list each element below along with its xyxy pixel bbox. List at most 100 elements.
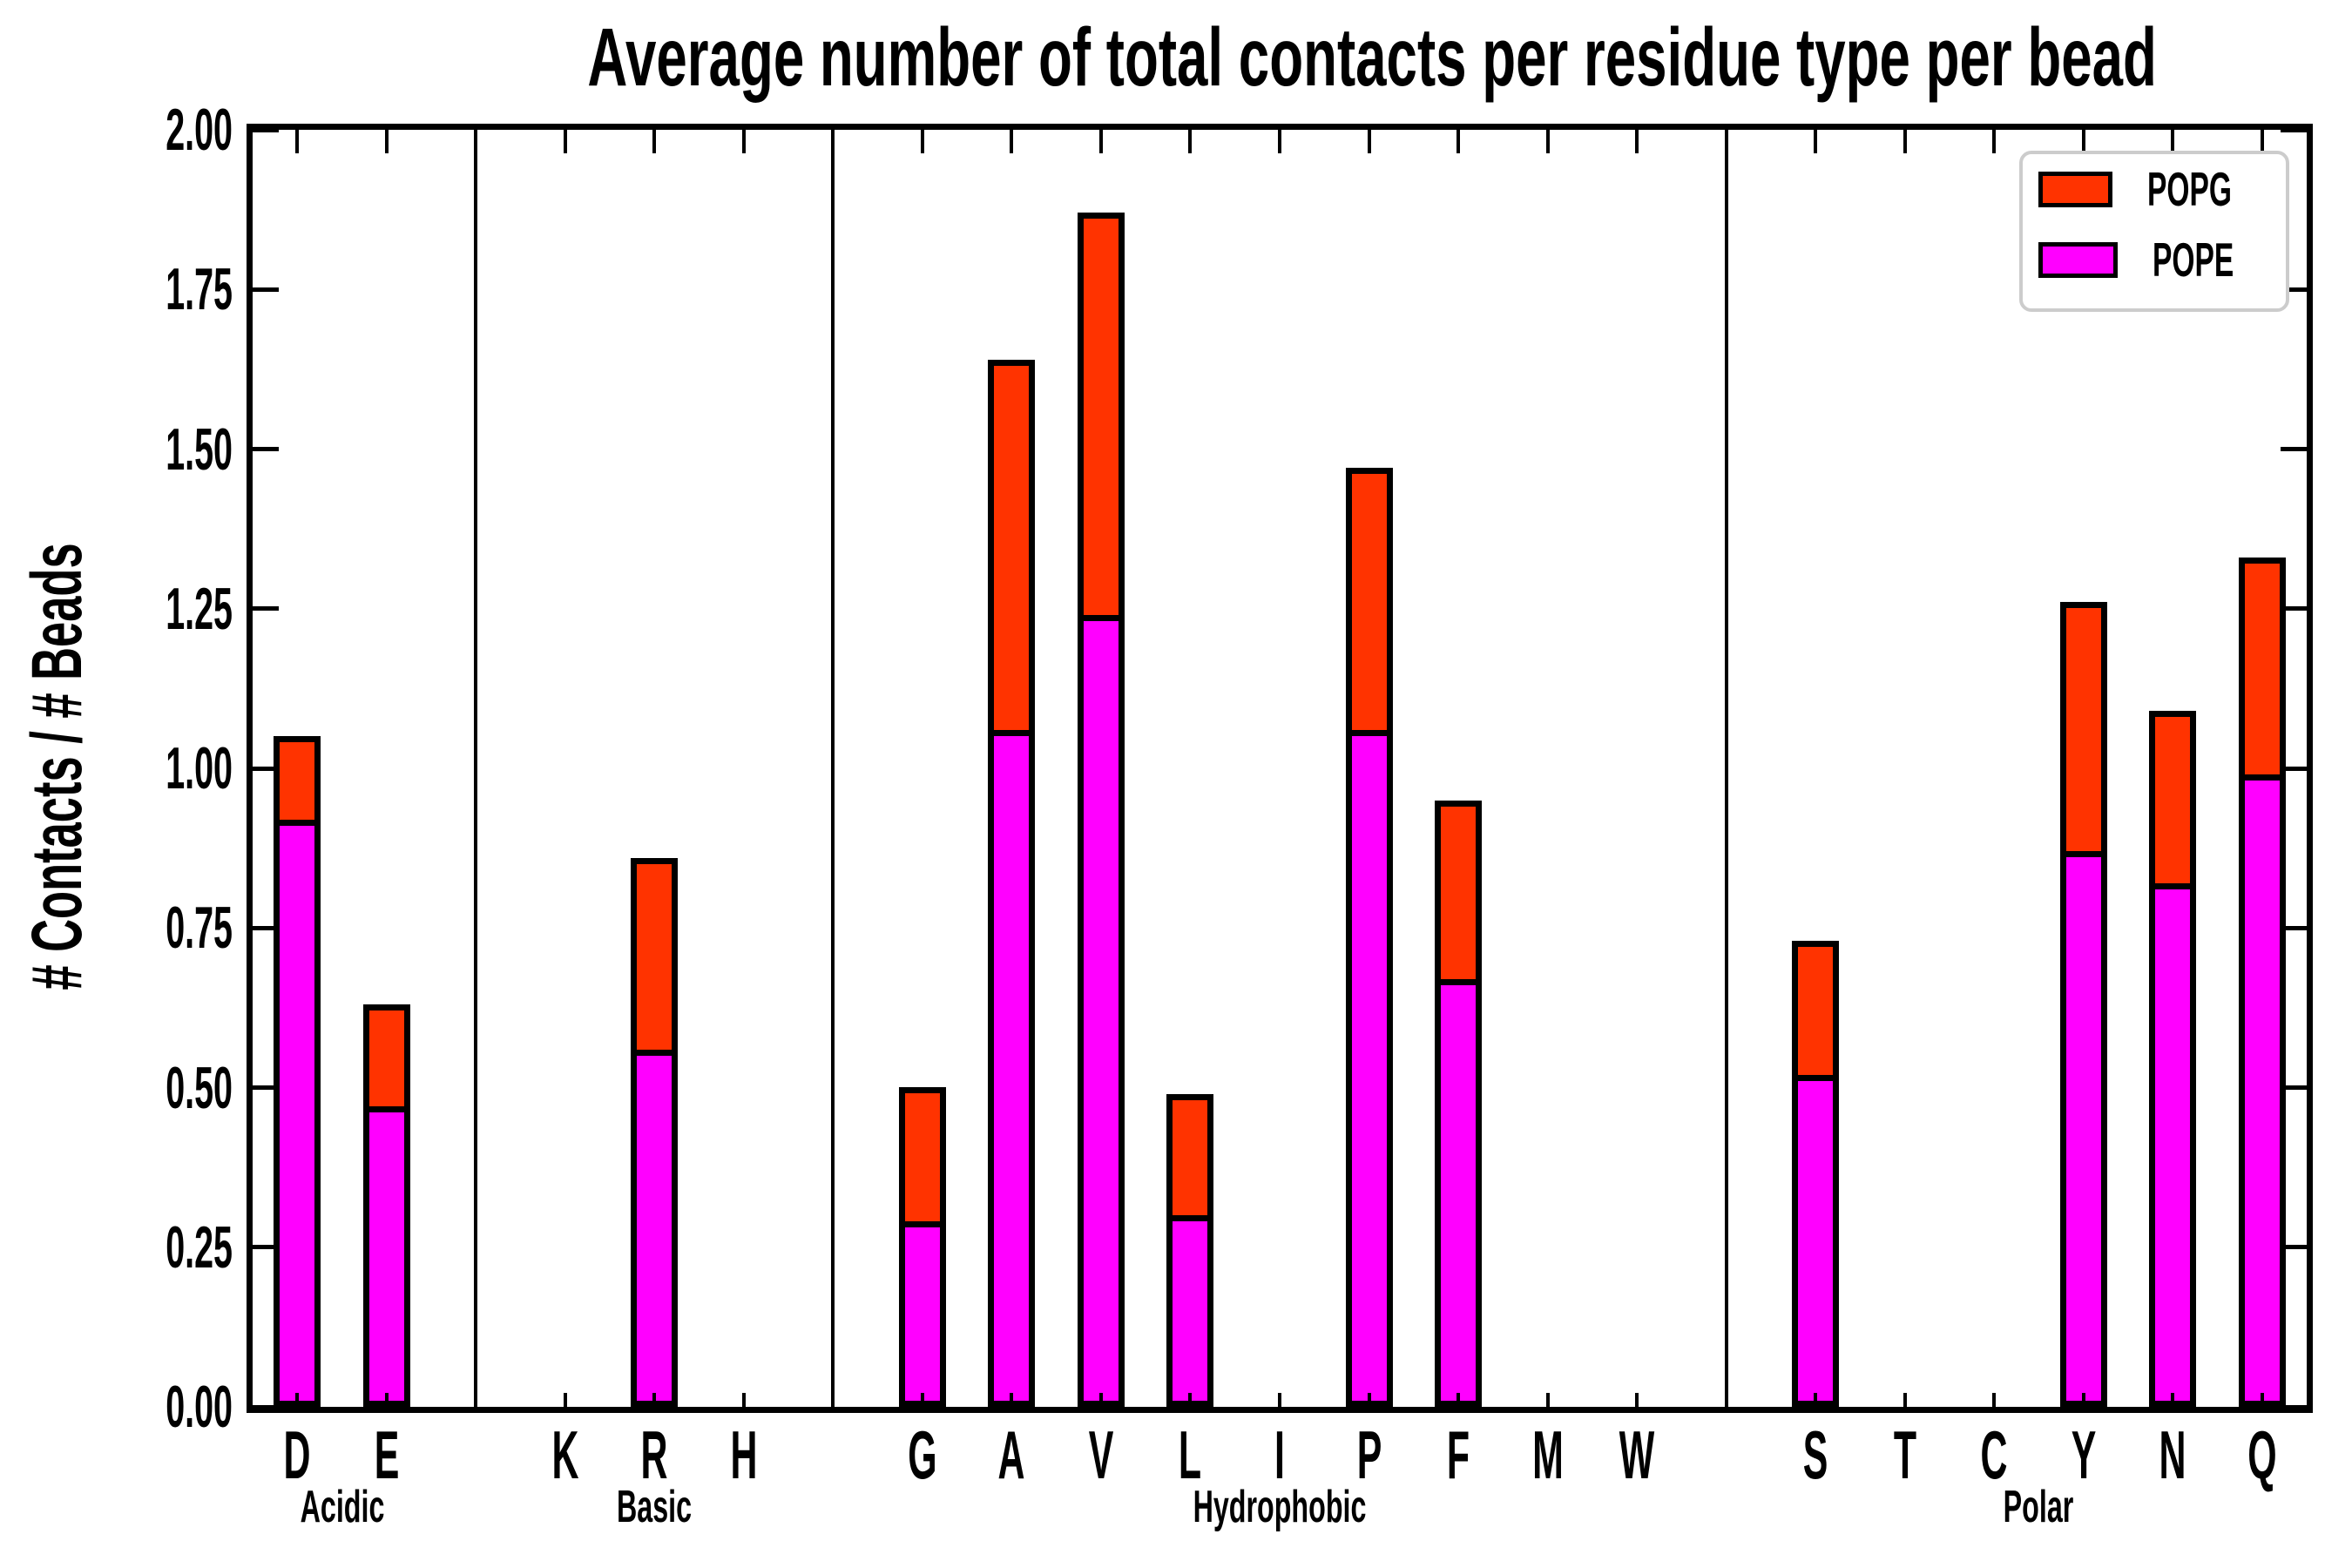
y-tick: [2281, 1245, 2307, 1250]
x-tick-top: [295, 130, 300, 153]
x-tick-top: [920, 130, 924, 153]
x-tick-bottom: [741, 1393, 746, 1407]
x-tick-label-N: N: [2159, 1416, 2186, 1493]
x-tick-top: [1903, 130, 1907, 153]
y-tick-label: 2.00: [166, 97, 233, 163]
x-tick-bottom: [1367, 1393, 1371, 1407]
x-tick-top: [2260, 130, 2264, 153]
x-tick-top: [2171, 130, 2175, 153]
x-tick-label-P: P: [1356, 1416, 1382, 1493]
y-tick: [2281, 766, 2307, 771]
bar-G: [898, 1087, 946, 1407]
y-tick: [253, 766, 279, 771]
bar-segment-pope-S: [1798, 1075, 1834, 1401]
x-tick-top: [1992, 130, 1997, 153]
bar-D: [274, 736, 321, 1407]
bar-segment-pope-E: [368, 1106, 404, 1401]
x-tick-label-E: E: [374, 1416, 400, 1493]
x-tick-top: [1456, 130, 1461, 153]
bar-R: [631, 858, 679, 1407]
x-tick-label-R: R: [640, 1416, 668, 1493]
x-tick-bottom: [1903, 1393, 1907, 1407]
x-tick-top: [741, 130, 746, 153]
x-tick-label-V: V: [1088, 1416, 1114, 1493]
bar-Q: [2238, 558, 2286, 1407]
group-label-acidic: Acidic: [300, 1482, 384, 1532]
y-tick: [253, 447, 279, 451]
bar-L: [1166, 1094, 1214, 1407]
x-tick-top: [384, 130, 389, 153]
x-tick-bottom: [2260, 1393, 2264, 1407]
x-tick-label-L: L: [1179, 1416, 1202, 1493]
x-tick-top: [1814, 130, 1818, 153]
x-tick-label-S: S: [1802, 1416, 1828, 1493]
x-tick-label-I: I: [1274, 1416, 1285, 1493]
x-tick-bottom: [920, 1393, 924, 1407]
x-tick-bottom: [1456, 1393, 1461, 1407]
x-tick-top: [1724, 130, 1728, 153]
x-tick-bottom: [1992, 1393, 1997, 1407]
y-tick: [253, 1404, 279, 1409]
x-tick-top: [1367, 130, 1371, 153]
x-tick-label-M: M: [1531, 1416, 1564, 1493]
x-tick-top: [563, 130, 567, 153]
y-tick-label: 0.25: [166, 1213, 233, 1281]
y-tick: [253, 1085, 279, 1090]
x-tick-label-D: D: [283, 1416, 311, 1493]
bar-segment-pope-G: [904, 1221, 940, 1401]
bar-segment-pope-D: [280, 820, 315, 1401]
x-tick-top: [1098, 130, 1103, 153]
x-tick-bottom: [1010, 1393, 1014, 1407]
bar-segment-pope-Y: [2065, 851, 2101, 1401]
x-tick-bottom: [1724, 1393, 1728, 1407]
x-tick-label-C: C: [1980, 1416, 2008, 1493]
legend: POPG POPE: [2019, 151, 2289, 312]
group-label-basic: Basic: [617, 1482, 693, 1532]
y-tick: [253, 925, 279, 930]
legend-label-popg: POPG: [2147, 162, 2233, 216]
chart-title: Average number of total contacts per res…: [587, 11, 2157, 104]
y-tick-label: 1.75: [166, 256, 233, 323]
x-tick-label-F: F: [1446, 1416, 1470, 1493]
x-tick-bottom: [1814, 1393, 1818, 1407]
x-tick-label-A: A: [997, 1416, 1025, 1493]
y-tick-label: 1.50: [166, 416, 233, 483]
x-tick-bottom: [384, 1393, 389, 1407]
group-label-polar: Polar: [2004, 1482, 2074, 1532]
x-tick-bottom: [2171, 1393, 2175, 1407]
x-tick-label-G: G: [908, 1416, 937, 1493]
x-tick-bottom: [1098, 1393, 1103, 1407]
y-tick: [2281, 447, 2307, 451]
x-tick-top: [1188, 130, 1193, 153]
legend-swatch-popg: [2038, 172, 2113, 207]
y-tick: [253, 1245, 279, 1250]
x-tick-label-K: K: [551, 1416, 579, 1493]
x-tick-top: [2081, 130, 2085, 153]
y-tick-label: 0.00: [166, 1374, 233, 1440]
x-tick-top: [652, 130, 657, 153]
x-tick-bottom: [1278, 1393, 1281, 1407]
group-separator-line: [474, 130, 478, 1407]
legend-label-pope: POPE: [2153, 233, 2234, 287]
y-tick: [2281, 1404, 2307, 1409]
y-tick: [253, 606, 279, 612]
x-tick-bottom: [831, 1393, 835, 1407]
y-tick-label: 1.25: [166, 575, 233, 642]
y-tick: [253, 127, 279, 132]
x-tick-bottom: [295, 1393, 300, 1407]
legend-swatch-pope: [2038, 242, 2119, 278]
bar-segment-pope-V: [1083, 615, 1119, 1401]
x-tick-top: [1635, 130, 1639, 153]
x-tick-label-Q: Q: [2247, 1416, 2277, 1493]
bar-V: [1077, 213, 1125, 1407]
bar-segment-pope-A: [994, 730, 1030, 1401]
bar-Y: [2059, 602, 2107, 1407]
x-tick-bottom: [2081, 1393, 2085, 1407]
bar-F: [1435, 801, 1483, 1407]
bar-A: [988, 360, 1036, 1407]
group-label-hydrophobic: Hydrophobic: [1193, 1482, 1367, 1532]
y-tick-label: 0.75: [166, 895, 233, 962]
x-tick-bottom: [474, 1393, 478, 1407]
x-tick-top: [1278, 130, 1281, 153]
y-tick: [2281, 287, 2307, 292]
